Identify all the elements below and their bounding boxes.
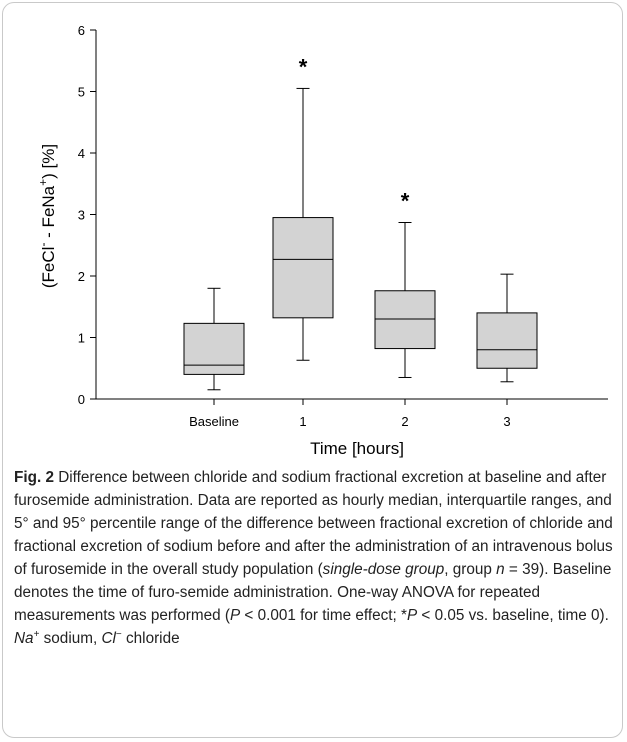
x-tick-label: 2 xyxy=(401,414,408,429)
caption-text: sodium, xyxy=(39,630,102,647)
y-axis-title: (FeCl- - FeNa+) [%] xyxy=(36,144,58,288)
x-tick-label: 3 xyxy=(503,414,510,429)
iqr-box xyxy=(476,312,538,369)
box-baseline xyxy=(183,287,245,391)
y-tick-label: 1 xyxy=(78,331,85,346)
y-tick-label: 5 xyxy=(78,85,85,100)
x-tick-label: Baseline xyxy=(189,414,239,429)
x-axis: Baseline 1 2 3 xyxy=(96,398,608,429)
y-tick-label: 3 xyxy=(78,208,85,223)
y-tick-label: 6 xyxy=(78,23,85,38)
caption-italic: P xyxy=(406,607,418,624)
caption-text: , group xyxy=(444,561,497,578)
figure-caption: Fig. 2 Difference between chloride and s… xyxy=(14,466,614,650)
caption-italic: Na xyxy=(14,630,34,647)
x-tick-label: 1 xyxy=(299,414,306,429)
caption-text: chloride xyxy=(121,630,180,647)
caption-superscript: + xyxy=(33,628,40,640)
box-series: ** xyxy=(183,54,538,391)
caption-italic: n xyxy=(496,561,505,578)
iqr-box xyxy=(183,322,245,375)
caption-text: = 39). Baseline denotes the time of furo… xyxy=(14,561,612,624)
caption-text: < 0.001 for time effect; * xyxy=(240,607,407,624)
caption-text: < 0.05 vs. baseline, time 0). xyxy=(417,607,609,624)
caption-fig-label: Fig. 2 xyxy=(14,469,54,486)
caption-italic: single-dose group xyxy=(322,561,445,578)
y-tick-label: 2 xyxy=(78,269,85,284)
x-axis-title: Time [hours] xyxy=(310,439,404,458)
box-hour-2: * xyxy=(374,188,436,378)
significance-star: * xyxy=(401,188,410,213)
box-hour-1: * xyxy=(272,54,334,361)
y-axis: 0 1 2 3 4 5 6 xyxy=(78,23,97,407)
iqr-box xyxy=(272,217,334,319)
caption-superscript: − xyxy=(115,628,122,640)
caption-text: Difference between chloride and sodium f… xyxy=(14,469,613,578)
significance-star: * xyxy=(299,54,308,79)
iqr-box xyxy=(374,290,436,350)
caption-italic: P xyxy=(229,607,241,624)
caption-italic: Cl xyxy=(101,630,116,647)
y-tick-label: 4 xyxy=(78,146,85,161)
y-tick-label: 0 xyxy=(78,392,85,407)
box-hour-3 xyxy=(476,273,538,383)
